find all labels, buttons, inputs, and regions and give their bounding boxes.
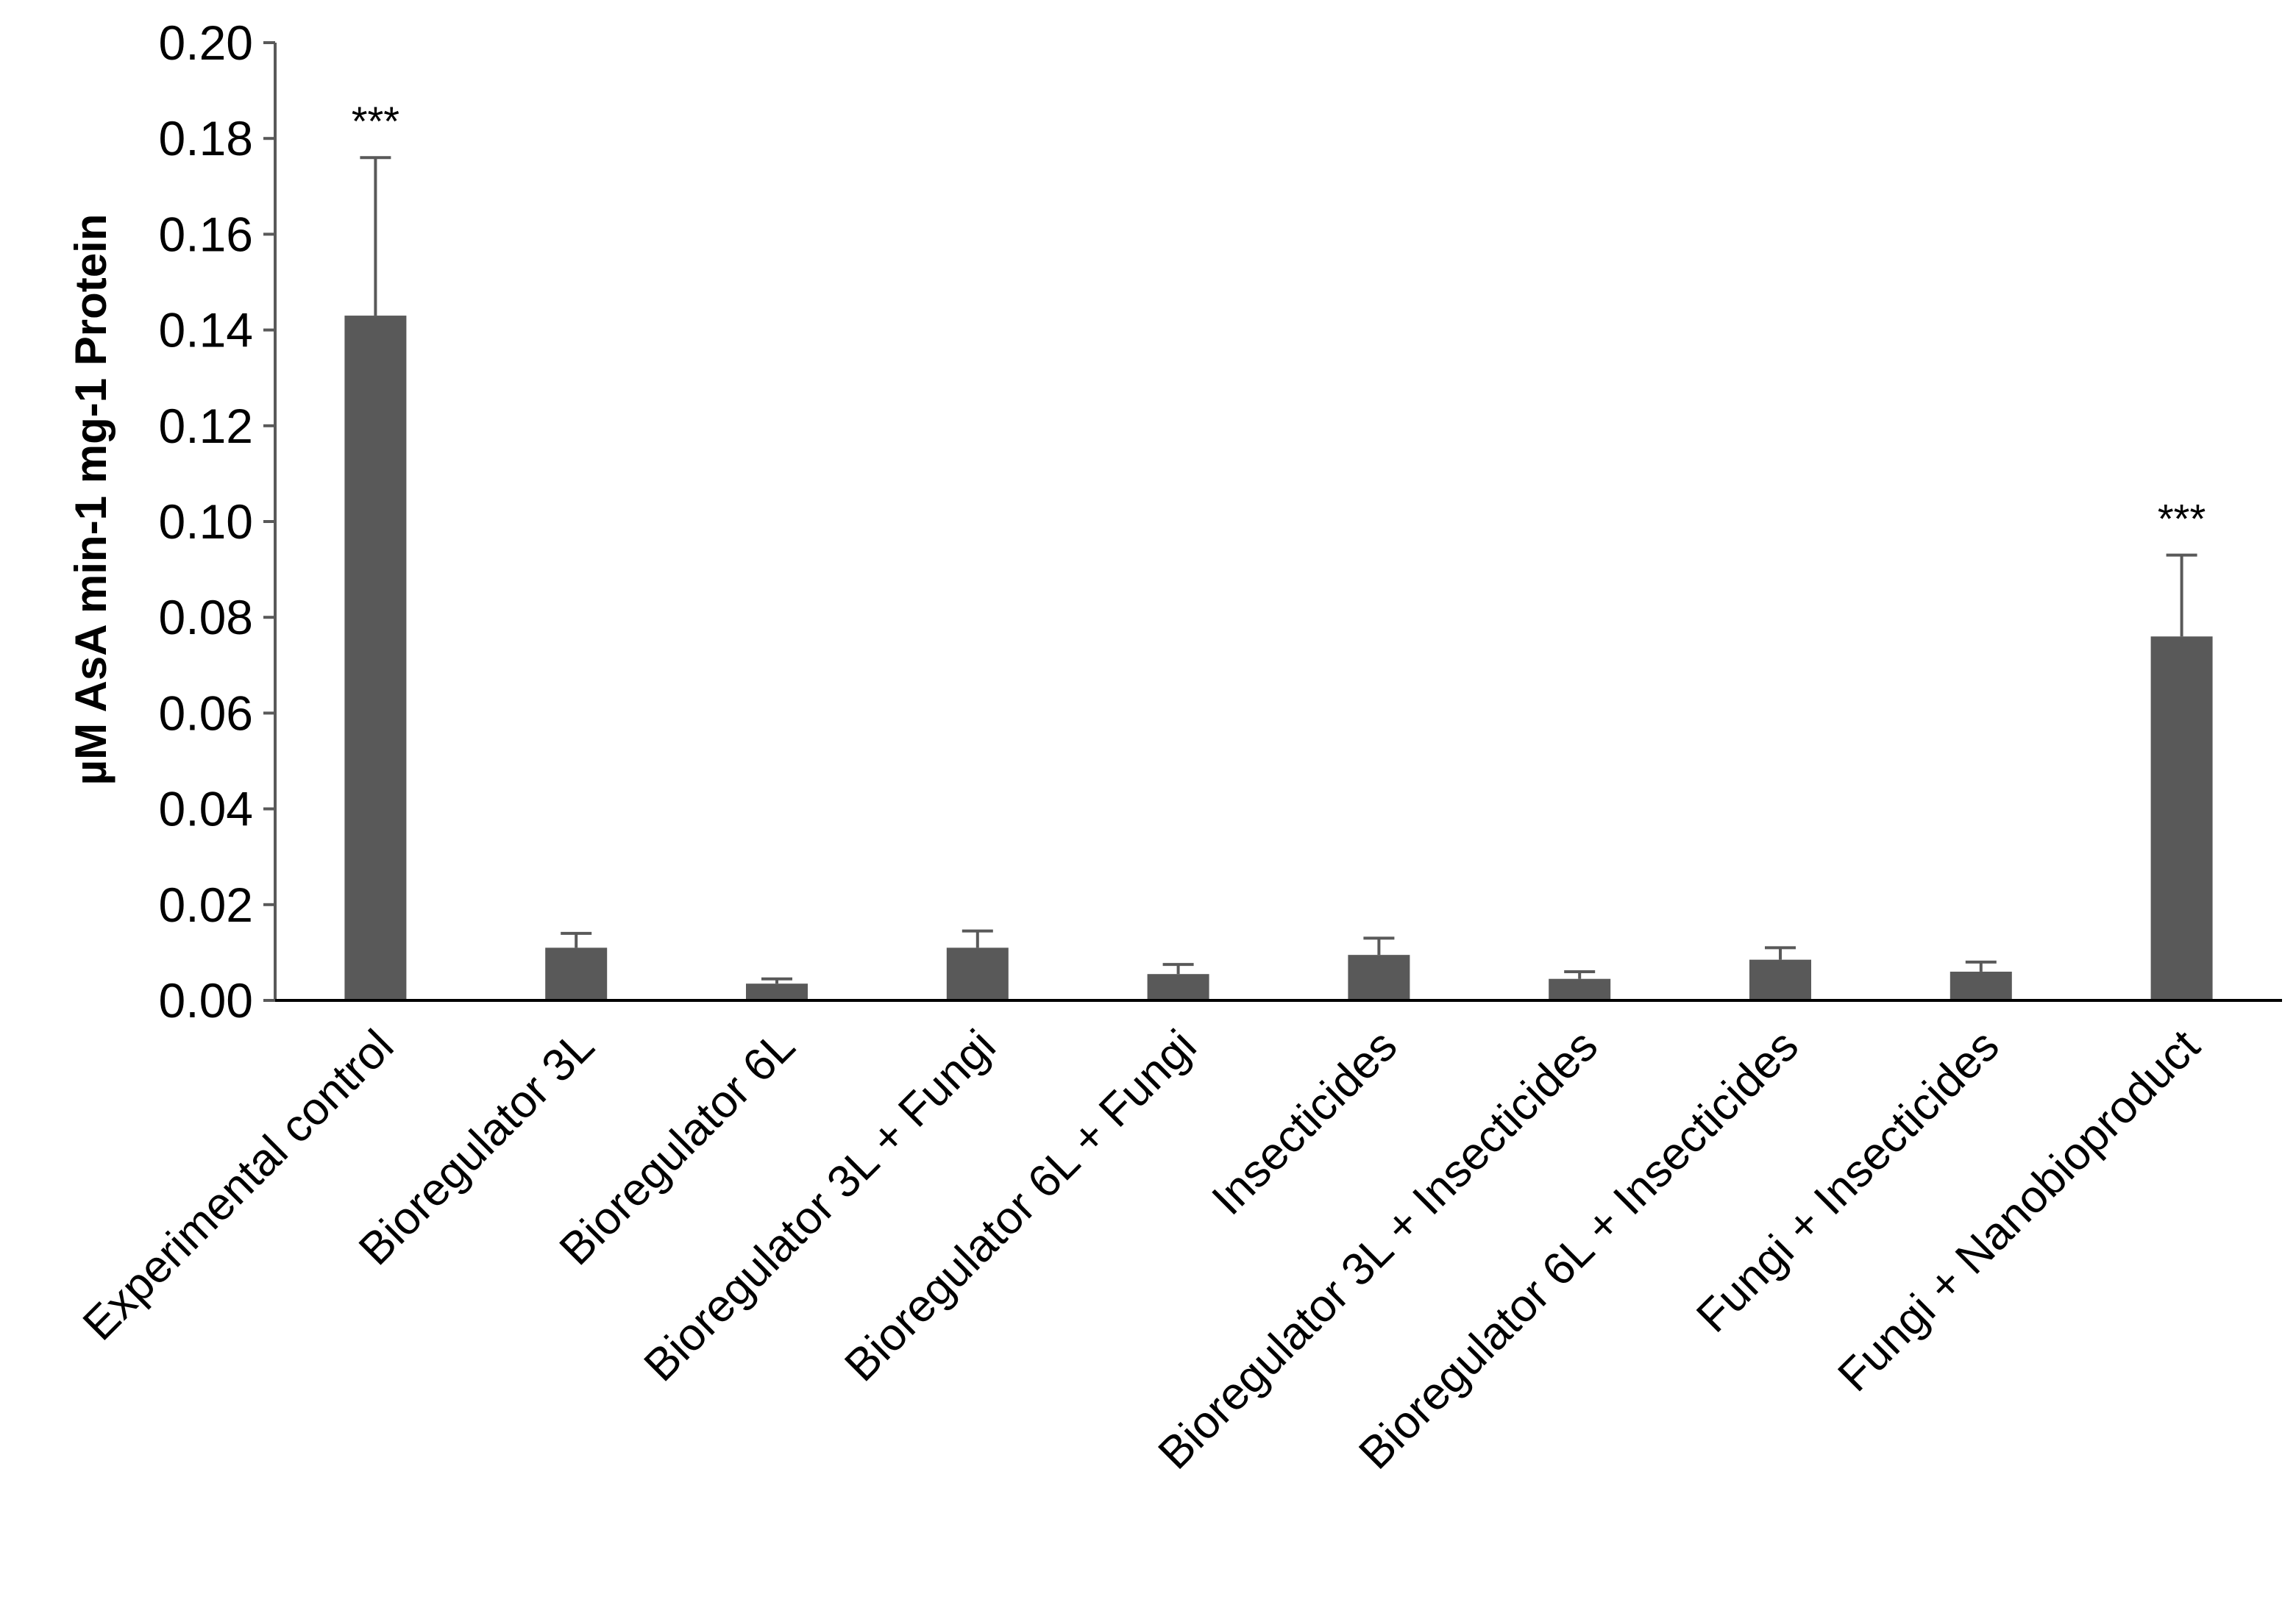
bars-group — [344, 316, 2213, 1000]
error-bar — [1564, 970, 1596, 979]
x-tick-label: Experimental control — [74, 1020, 403, 1350]
y-tick-label: 0.14 — [159, 303, 253, 357]
error-bar — [1765, 946, 1796, 960]
y-tick-label: 0.20 — [159, 15, 253, 70]
bar — [1749, 959, 1811, 1000]
y-tick-label: 0.10 — [159, 494, 253, 549]
bar — [1549, 978, 1611, 1000]
error-bar — [561, 931, 592, 948]
x-tick-label: Fungi + Nanobioproduct — [1829, 1020, 2210, 1401]
x-tick-label: Bioregulator 3L + Insecticides — [1149, 1020, 1608, 1479]
significance-markers-group: *** *** — [352, 98, 2206, 541]
x-tick-label: Bioregulator 6L + Insecticides — [1349, 1020, 1808, 1479]
y-axis-ticks: 0.00 0.02 0.04 0.06 0.08 0.10 0.12 0.14 0.16 0.18… — [159, 15, 275, 1028]
bar — [1147, 974, 1209, 1000]
error-bar — [761, 977, 792, 984]
error-bar — [1965, 960, 1997, 972]
error-bar — [2166, 553, 2197, 637]
error-bar — [1162, 963, 1194, 975]
y-axis-label: µM AsA min-1 mg-1 Protein — [66, 214, 115, 786]
x-tick-label: Bioregulator 6L + Fungi — [835, 1020, 1206, 1391]
bar — [344, 316, 407, 1000]
bar — [1348, 955, 1410, 1000]
y-tick-label: 0.06 — [159, 686, 253, 740]
x-tick-label: Bioregulator 3L + Fungi — [635, 1020, 1006, 1391]
y-tick-label: 0.12 — [159, 399, 253, 453]
error-bars-group — [360, 156, 2197, 984]
y-tick-label: 0.04 — [159, 782, 253, 836]
y-tick-label: 0.08 — [159, 590, 253, 644]
bar — [1950, 971, 2012, 1000]
bar — [545, 947, 608, 1000]
x-tick-label: Insecticides — [1202, 1020, 1407, 1225]
y-tick-label: 0.16 — [159, 207, 253, 261]
error-bar — [1363, 936, 1395, 956]
y-tick-label: 0.18 — [159, 111, 253, 166]
y-tick-label: 0.00 — [159, 973, 253, 1028]
bar — [746, 983, 808, 1000]
significance-marker: *** — [352, 98, 399, 144]
bar — [946, 947, 1009, 1000]
error-bar — [360, 156, 391, 316]
bar — [2150, 636, 2213, 1000]
y-tick-label: 0.02 — [159, 878, 253, 932]
error-bar — [962, 929, 993, 948]
significance-marker: *** — [2158, 496, 2206, 542]
